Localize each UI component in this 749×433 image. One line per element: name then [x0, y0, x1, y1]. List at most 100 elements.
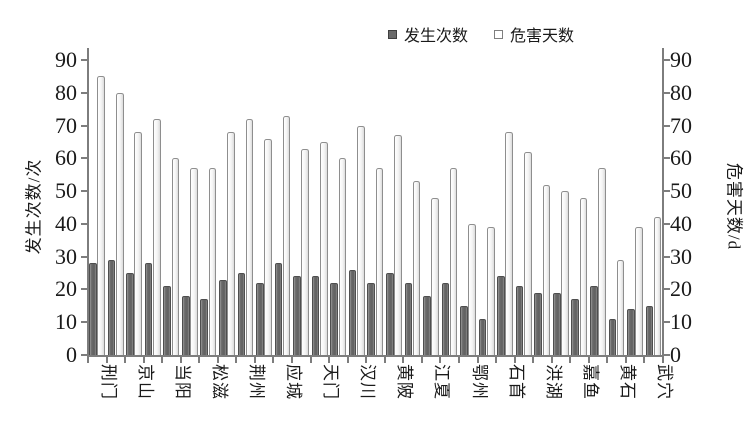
x-axis-tick	[550, 357, 553, 363]
bar-harm-days	[616, 259, 625, 355]
left-axis-tick	[81, 59, 87, 61]
left-axis-tick-label: 50	[55, 178, 77, 204]
bar-harm-days	[301, 148, 310, 355]
left-axis-tick	[81, 91, 87, 94]
bar-harm-days	[412, 181, 421, 355]
right-axis-tick-label: 80	[670, 79, 692, 105]
x-axis-tick	[216, 357, 219, 363]
legend-swatch-dark-icon	[388, 29, 397, 39]
right-axis-tick-label: 50	[670, 178, 692, 204]
right-axis-tick	[664, 255, 670, 258]
x-axis-tick	[142, 357, 145, 363]
x-axis-tick	[457, 357, 460, 363]
left-axis-tick-label: 70	[55, 112, 77, 138]
bar-harm-days	[115, 92, 124, 355]
left-axis-tick-label: 60	[55, 145, 77, 171]
bar-occurrence-count	[460, 305, 468, 355]
right-axis-tick-label: 10	[670, 309, 692, 335]
left-axis-tick	[81, 321, 87, 324]
bar-occurrence-count	[219, 279, 227, 355]
bar-harm-days	[579, 197, 588, 355]
bar-harm-days	[208, 168, 217, 355]
bar-harm-days	[394, 135, 402, 355]
x-axis-tick	[105, 357, 108, 363]
bar-occurrence-count	[126, 273, 134, 355]
bar-occurrence-count	[348, 269, 357, 355]
x-axis-label: 武穴	[655, 364, 674, 400]
left-axis-tick	[81, 190, 87, 193]
x-axis-label: 黄石	[617, 364, 637, 400]
left-axis-tick-label: 30	[55, 243, 77, 269]
bar-harm-days	[375, 168, 384, 355]
bar-harm-days	[227, 132, 235, 355]
x-axis-label: 石首	[506, 364, 526, 400]
x-axis-label: 当阳	[172, 364, 192, 400]
right-axis-tick-label: 40	[670, 210, 692, 236]
bar-occurrence-count	[237, 273, 246, 355]
bar-occurrence-count	[274, 263, 283, 355]
right-axis-tick	[664, 288, 670, 291]
bar-harm-days	[357, 125, 365, 355]
right-axis-title: 危害天数/d	[724, 162, 744, 251]
x-axis-tick	[253, 357, 256, 363]
bar-harm-days	[134, 132, 143, 355]
bar-occurrence-count	[571, 299, 580, 355]
bar-harm-days	[542, 184, 551, 355]
x-axis-tick	[328, 357, 331, 363]
bar-occurrence-count	[441, 282, 450, 355]
right-axis-tick-label: 0	[670, 342, 681, 367]
right-axis-tick-label: 70	[670, 112, 692, 138]
x-axis-label: 江夏	[432, 364, 452, 400]
right-axis-tick	[664, 190, 670, 193]
right-axis-tick-label: 30	[670, 243, 692, 269]
bar-harm-days	[264, 138, 272, 355]
left-axis-tick	[81, 288, 87, 291]
legend-label: 发生次数	[404, 28, 469, 45]
bar-harm-days	[524, 151, 532, 355]
bar-harm-days	[338, 158, 347, 355]
bar-occurrence-count	[627, 309, 635, 355]
bar-occurrence-count	[608, 318, 617, 355]
bar-occurrence-count	[89, 263, 97, 355]
x-axis-tick	[235, 357, 238, 363]
bar-occurrence-count	[478, 318, 487, 355]
left-axis-tick	[81, 124, 87, 127]
x-axis-line	[87, 355, 664, 357]
x-axis-tick	[272, 357, 275, 363]
x-axis-label: 鄂州	[469, 364, 489, 400]
x-axis-tick	[439, 357, 442, 363]
x-axis-tick	[124, 357, 127, 363]
bar-occurrence-count	[552, 292, 561, 355]
bar-occurrence-count	[385, 273, 394, 355]
bar-harm-days	[449, 168, 458, 355]
legend-swatch-light-icon	[494, 29, 504, 39]
right-axis-tick	[664, 157, 670, 160]
x-axis-label: 洪湖	[543, 364, 563, 400]
bar-harm-days	[319, 141, 328, 355]
left-axis-tick-label: 20	[55, 276, 77, 302]
bar-occurrence-count	[144, 263, 153, 355]
left-axis-tick-label: 90	[55, 47, 77, 72]
left-axis-tick-label: 0	[66, 342, 77, 367]
bar-harm-days	[653, 217, 662, 355]
right-axis-tick-label: 90	[670, 47, 692, 72]
bar-occurrence-count	[404, 282, 413, 355]
left-axis-tick-label: 80	[55, 79, 77, 105]
x-axis-tick	[513, 357, 516, 363]
x-axis-tick	[476, 357, 479, 363]
bar-harm-days	[486, 227, 495, 355]
bar-harm-days	[431, 197, 439, 355]
x-axis-tick	[383, 357, 386, 363]
right-axis-tick	[664, 124, 670, 127]
bar-occurrence-count	[367, 282, 376, 355]
left-axis-tick-label: 10	[55, 309, 77, 335]
right-axis-tick	[664, 222, 670, 225]
bar-occurrence-count	[256, 282, 264, 355]
right-axis-tick	[664, 354, 670, 356]
x-axis-tick	[587, 357, 590, 363]
bar-occurrence-count	[200, 299, 209, 355]
x-axis-label: 应城	[284, 364, 304, 400]
x-axis-tick	[569, 357, 572, 363]
legend: 发生次数 危害天数	[388, 22, 574, 46]
